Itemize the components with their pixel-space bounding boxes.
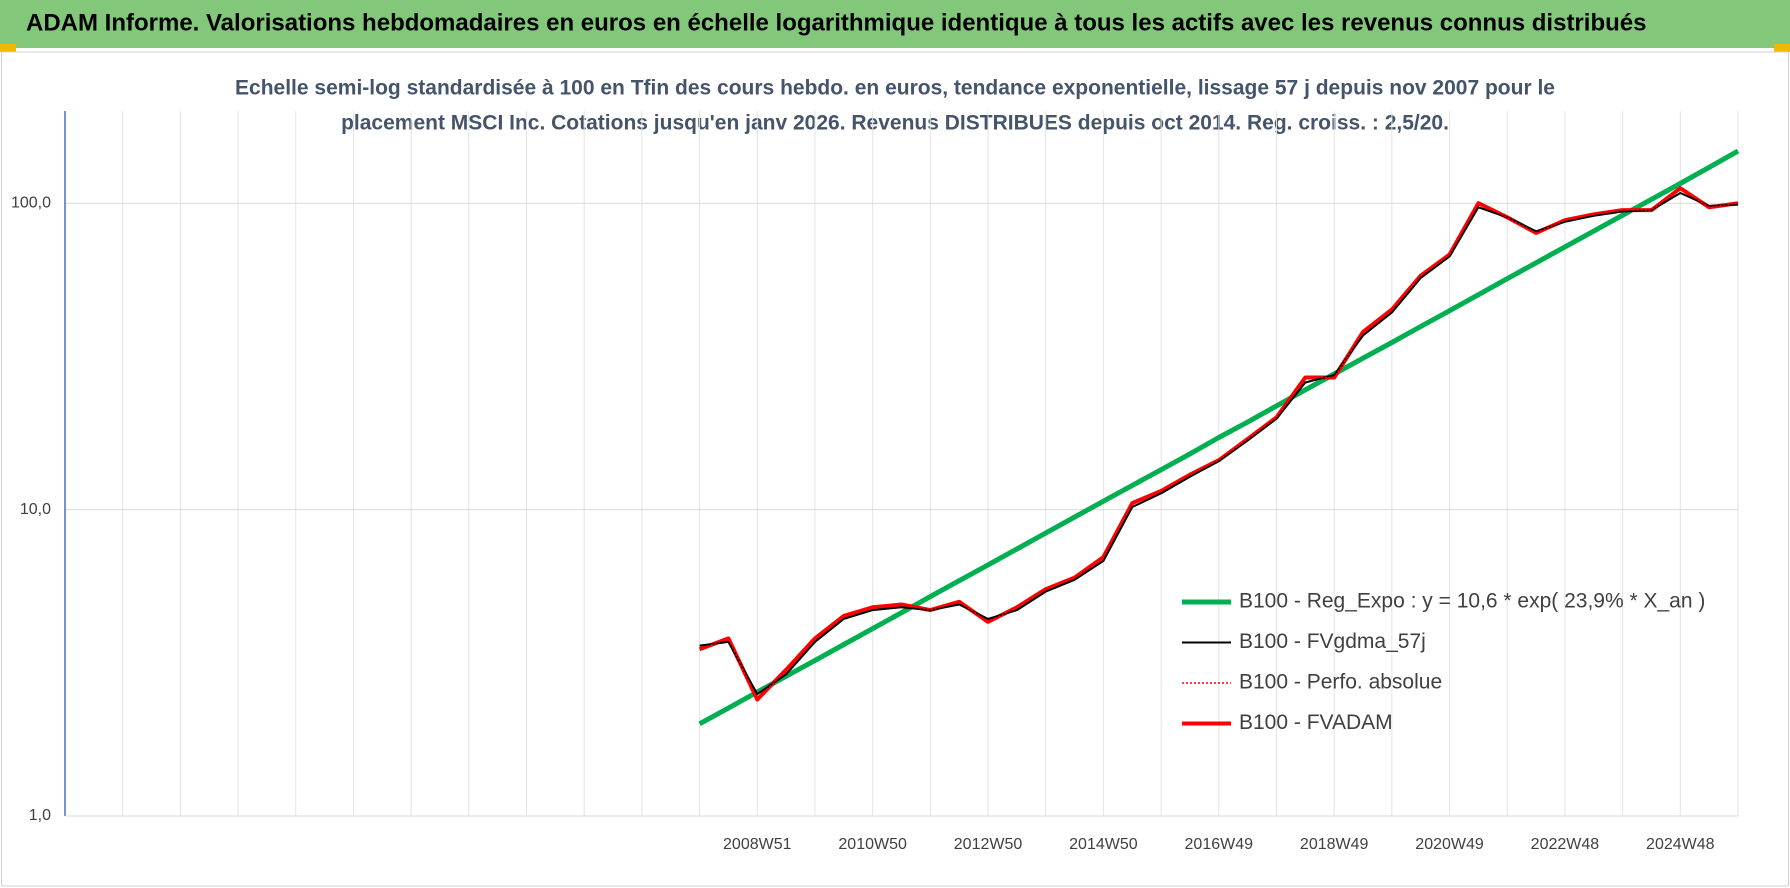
legend-label: B100 - Perfo. absolue	[1239, 671, 1442, 694]
title-bar	[0, 0, 1790, 48]
series-line	[699, 187, 1739, 701]
subtitle: placement MSCI Inc. Cotations jusqu'en j…	[341, 112, 1449, 135]
x-tick-label: 2012W50	[954, 836, 1023, 853]
y-tick-label: 10,0	[20, 501, 51, 518]
legend-label: B100 - Reg_Expo : y = 10,6 * exp( 23,9% …	[1239, 590, 1705, 613]
y-tick-label: 1,0	[29, 807, 51, 824]
legend-label: B100 - FVgdma_57j	[1239, 630, 1426, 653]
x-tick-label: 2018W49	[1300, 836, 1369, 853]
x-tick-label: 2020W49	[1415, 836, 1484, 853]
x-tick-label: 2016W49	[1185, 836, 1254, 853]
frame	[1, 51, 1789, 887]
corner	[0, 44, 16, 52]
series-line	[698, 148, 1740, 726]
x-tick-label: 2024W48	[1646, 836, 1715, 853]
y-tick-label: 100,0	[11, 194, 51, 211]
subtitle: Echelle semi-log standardisée à 100 en T…	[235, 77, 1555, 100]
x-tick-label: 2022W48	[1531, 836, 1600, 853]
x-tick-label: 2014W50	[1069, 836, 1138, 853]
legend-label: B100 - FVADAM	[1239, 711, 1393, 734]
corner	[1774, 44, 1790, 52]
x-tick-label: 2008W51	[723, 836, 792, 853]
x-tick-label: 2010W50	[838, 836, 907, 853]
series-line	[699, 192, 1739, 696]
chart-title: ADAM Informe. Valorisations hebdomadaire…	[26, 9, 1646, 36]
